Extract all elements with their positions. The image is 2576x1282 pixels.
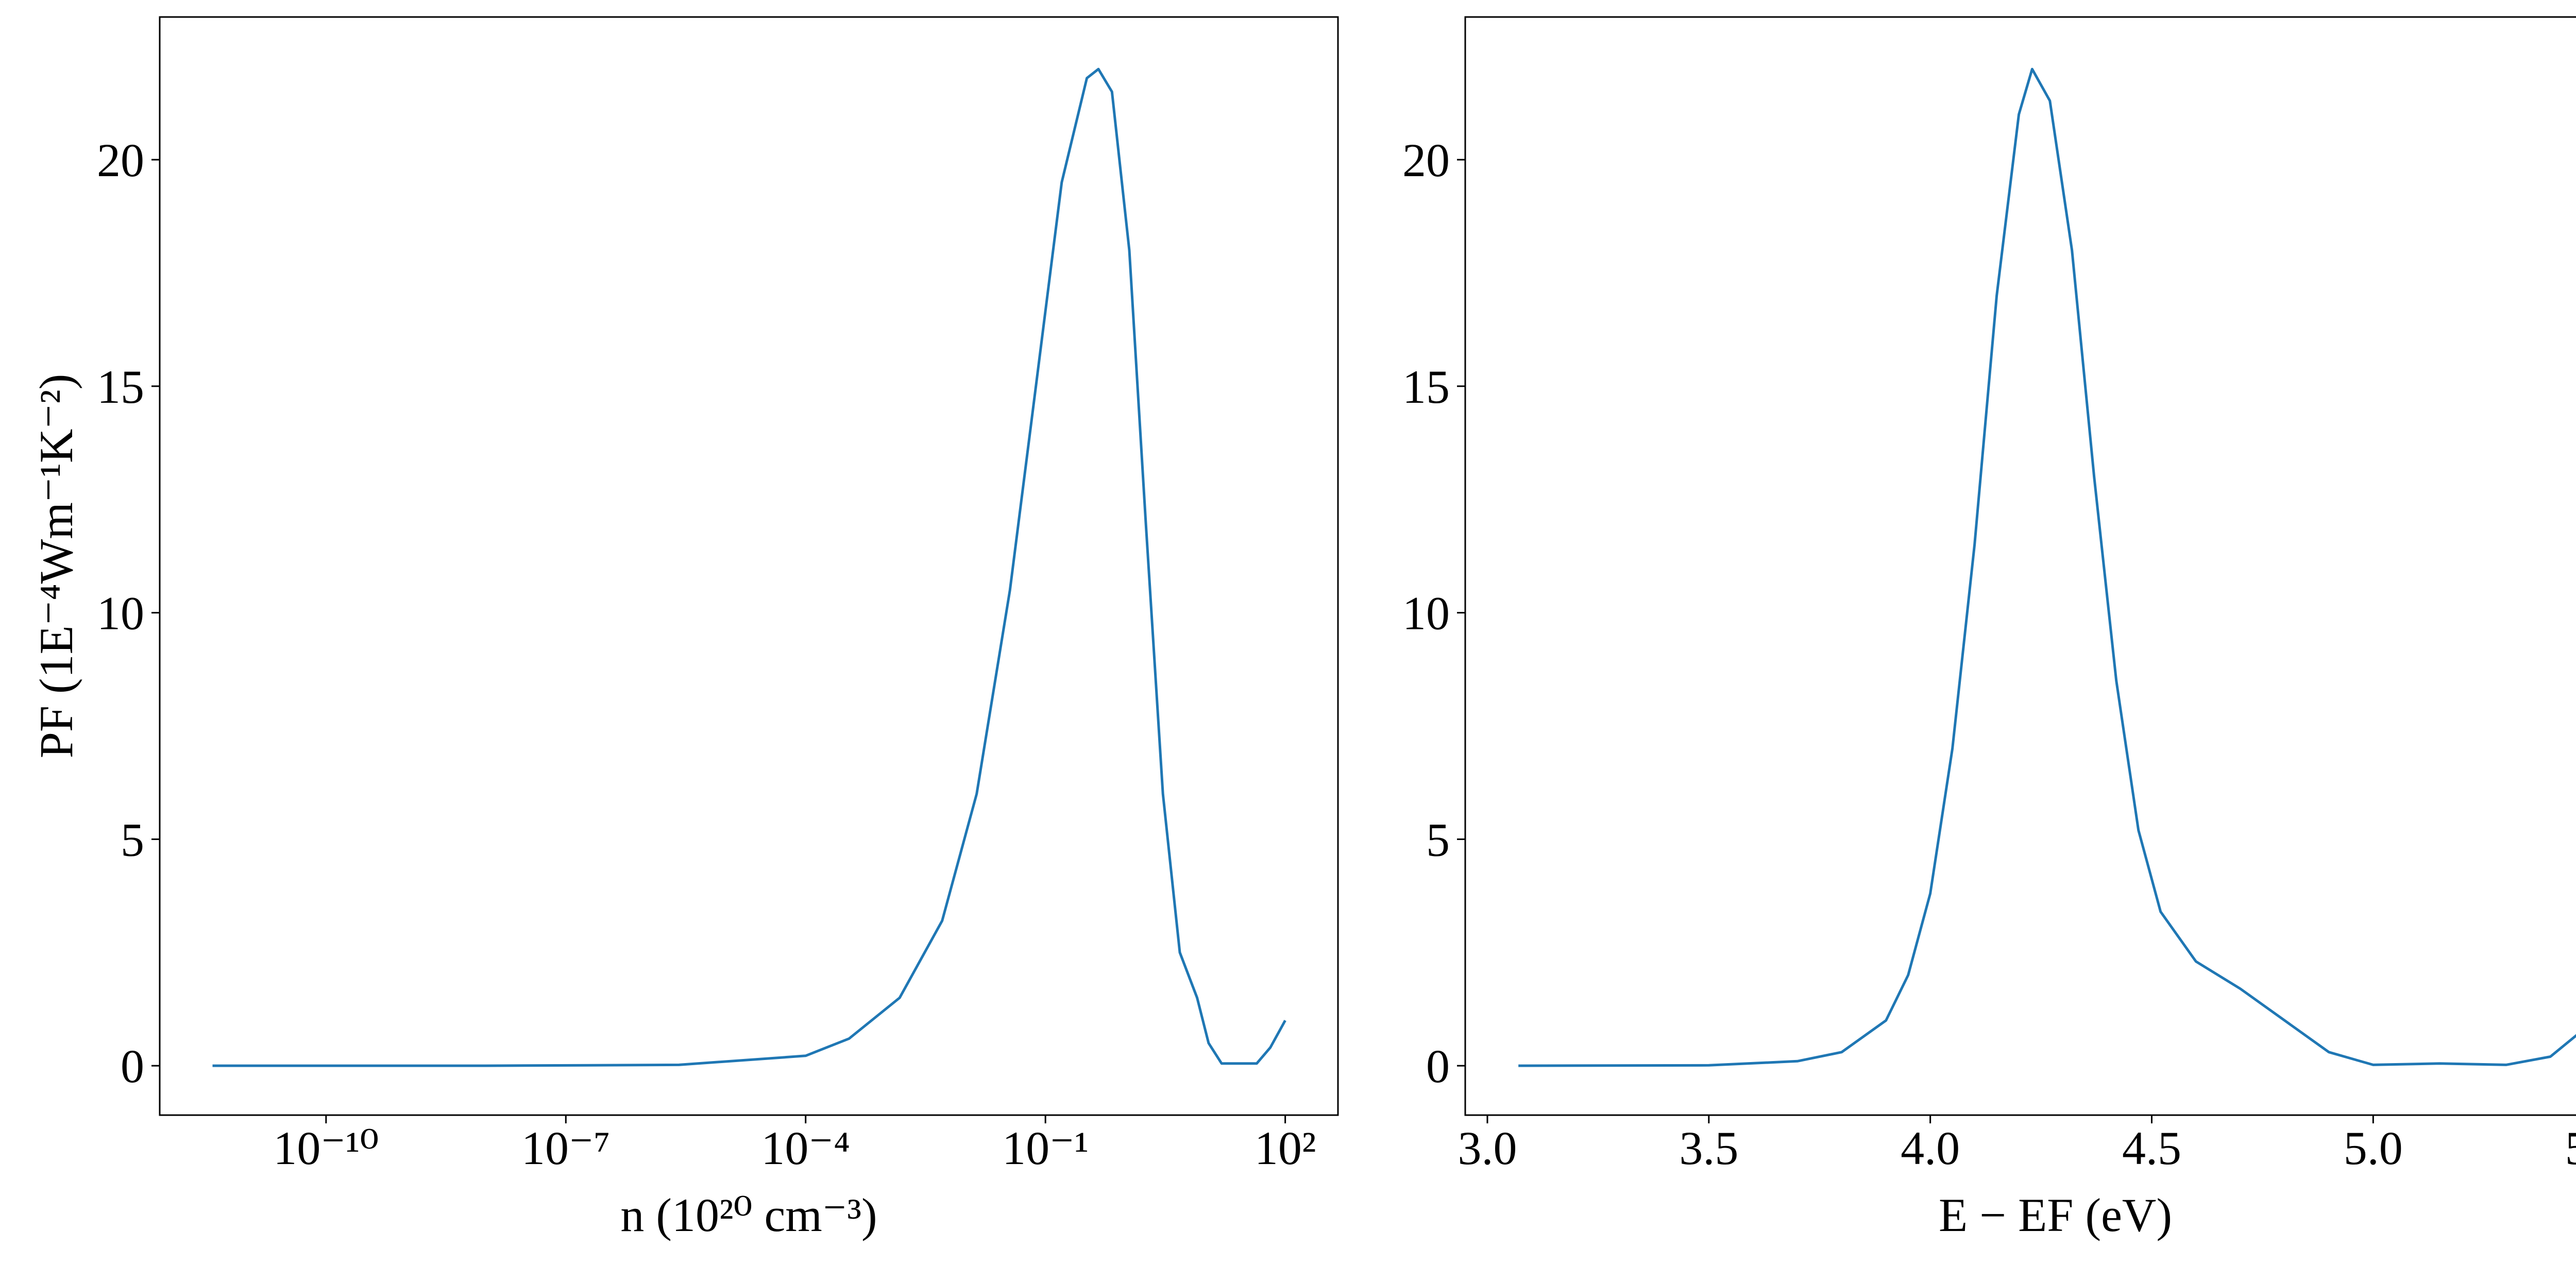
plot-frame <box>159 16 1339 1116</box>
y-tick-label: 15 <box>1402 361 1450 413</box>
x-tick-label: 10⁻⁴ <box>761 1122 850 1174</box>
y-tick-label: 10 <box>1402 587 1450 640</box>
x-tick-label: 10⁻¹⁰ <box>273 1122 379 1174</box>
x-tick-label: 3.5 <box>1679 1122 1738 1174</box>
x-axis-label: n (10²⁰ cm⁻³) <box>620 1189 877 1241</box>
x-tick-label: 10⁻¹ <box>1002 1122 1089 1174</box>
y-tick-label: 0 <box>1426 1040 1450 1092</box>
x-axis-label: E − EF (eV) <box>1939 1189 2172 1241</box>
x-tick-label: 10² <box>1255 1122 1316 1174</box>
x-tick-label: 10⁻⁷ <box>521 1122 611 1174</box>
x-tick-label: 3.0 <box>1458 1122 1517 1174</box>
y-tick-label: 5 <box>1426 813 1450 866</box>
data-line <box>1518 67 2576 1067</box>
y-tick-label: 5 <box>121 813 144 866</box>
y-tick-label: 20 <box>97 134 144 186</box>
y-axis-label: PF (1E⁻⁴Wm⁻¹K⁻²) <box>30 374 82 759</box>
x-tick-label: 4.0 <box>1901 1122 1960 1174</box>
y-tick-label: 20 <box>1402 134 1450 186</box>
y-tick-label: 10 <box>97 587 144 640</box>
y-tick-label: 15 <box>97 361 144 413</box>
plot-frame <box>1464 16 2576 1116</box>
data-line <box>212 67 1286 1067</box>
x-tick-label: 5.0 <box>2344 1122 2403 1174</box>
y-tick-label: 0 <box>121 1040 144 1092</box>
x-tick-label: 5.5 <box>2565 1122 2576 1174</box>
x-tick-label: 4.5 <box>2122 1122 2181 1174</box>
